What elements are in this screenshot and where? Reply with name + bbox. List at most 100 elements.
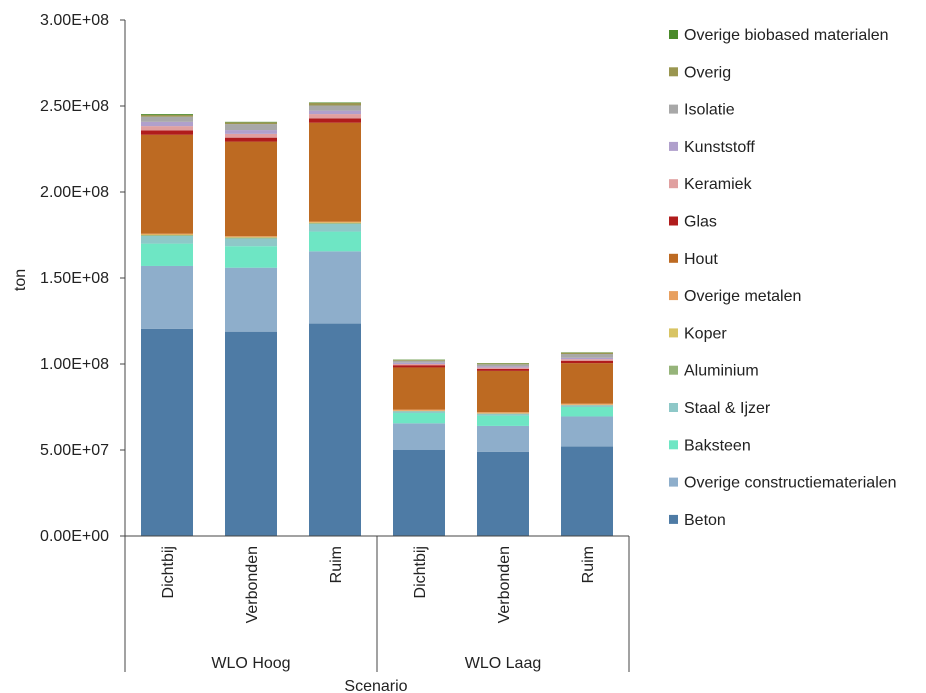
bar-segment [393, 360, 445, 363]
bar-segment [561, 446, 613, 536]
bar-segment [225, 331, 277, 536]
bar-segment [225, 267, 277, 332]
bar-segment [141, 126, 193, 131]
bar-segment [393, 359, 445, 361]
bar-segment [477, 367, 529, 369]
x-axis: Dichtbij Verbonden Ruim Dichtbij Verbonden Ru… [124, 535, 630, 672]
bar-segment [225, 141, 277, 237]
bar-segment [225, 237, 277, 239]
bar-segment [309, 323, 361, 536]
legend-swatch [669, 403, 678, 412]
bar-segment [225, 121, 277, 123]
bar-segment [561, 359, 613, 361]
y-tick-label: 1.00E+08 [40, 356, 109, 373]
bar-segment [225, 122, 277, 125]
bar-segment [141, 114, 193, 115]
bar-segment [561, 352, 613, 355]
bar-segment [309, 222, 361, 223]
bar-segment [477, 425, 529, 452]
bar-segment [393, 365, 445, 368]
bar-segment [225, 133, 277, 138]
bar-segment [309, 122, 361, 222]
y-tick-label: 3.00E+08 [40, 12, 109, 29]
bar-segment [477, 366, 529, 368]
legend-label: Overige constructiematerialen [684, 475, 897, 492]
x-group-label: WLO Hoog [211, 655, 290, 672]
y-tick-label: 2.00E+08 [40, 184, 109, 201]
legend: Overige biobased materialen Overig Isolati… [669, 27, 897, 529]
legend-swatch [669, 291, 678, 301]
bar-segment [561, 405, 613, 407]
bar-segment [477, 415, 529, 426]
bar-segment [561, 360, 613, 364]
legend-label: Overig [684, 64, 731, 81]
y-axis: 0.00E+00 5.00E+07 1.00E+08 1.50E+08 2.00E+08… [40, 12, 126, 545]
bar-segment [309, 231, 361, 252]
legend-swatch [669, 440, 678, 450]
bar-segment [309, 102, 361, 106]
bar-segment [141, 234, 193, 235]
bar-segment [393, 413, 445, 424]
bar-segment [141, 265, 193, 329]
bar-segment [141, 116, 193, 122]
bars-layer [141, 102, 613, 536]
x-axis-title: Scenario [344, 678, 407, 693]
bar-segment [225, 124, 277, 131]
bar-segment [141, 121, 193, 127]
legend-label: Staal & Ijzer [684, 400, 771, 417]
bar-segment [225, 238, 277, 247]
legend-label: Hout [684, 251, 718, 268]
bar-segment [561, 407, 613, 417]
legend-label: Overige metalen [684, 288, 801, 305]
bar-segment [477, 364, 529, 367]
bar-segment [141, 235, 193, 236]
legend-swatch [669, 514, 678, 524]
y-tick-label: 2.50E+08 [40, 98, 109, 115]
bar-segment [309, 221, 361, 223]
x-category-label: Verbonden [496, 546, 513, 623]
bar-segment [141, 134, 193, 234]
bar-segment [309, 222, 361, 224]
y-axis-title: ton [12, 269, 29, 291]
bar-segment [561, 403, 613, 405]
bar-segment [309, 102, 361, 103]
bar-segment [309, 118, 361, 123]
bar-segment [225, 237, 277, 238]
bar-segment [477, 413, 529, 416]
y-tick-label: 0.00E+00 [40, 528, 109, 545]
bar-segment [393, 423, 445, 450]
legend-label: Koper [684, 325, 727, 342]
x-category-label: Dichtbij [160, 546, 177, 598]
bar-segment [393, 367, 445, 410]
legend-swatch [669, 141, 678, 151]
legend-swatch [669, 477, 678, 487]
legend-label: Overige biobased materialen [684, 27, 889, 44]
legend-swatch [669, 30, 678, 39]
bar-segment [477, 363, 529, 365]
bar-segment [561, 354, 613, 358]
bar-segment [477, 412, 529, 414]
bar-segment [477, 370, 529, 413]
bar-segment [309, 251, 361, 324]
x-category-label: Verbonden [244, 546, 261, 623]
legend-label: Keramiek [684, 176, 753, 193]
legend-label: Isolatie [684, 102, 735, 119]
bar-segment [225, 130, 277, 134]
bar-segment [141, 233, 193, 235]
legend-swatch [669, 328, 678, 338]
bar-segment [225, 137, 277, 142]
y-tick-label: 1.50E+08 [40, 270, 109, 287]
x-category-label: Dichtbij [412, 546, 429, 598]
bar-segment [141, 114, 193, 117]
bar-segment [225, 246, 277, 268]
legend-swatch [669, 104, 678, 114]
legend-swatch [669, 179, 678, 189]
legend-swatch [669, 253, 678, 263]
legend-label: Aluminium [684, 363, 759, 380]
bar-segment [141, 235, 193, 244]
legend-swatch [669, 365, 678, 375]
x-category-label: Ruim [328, 546, 345, 583]
bar-segment [309, 110, 361, 115]
legend-label: Beton [684, 512, 726, 529]
